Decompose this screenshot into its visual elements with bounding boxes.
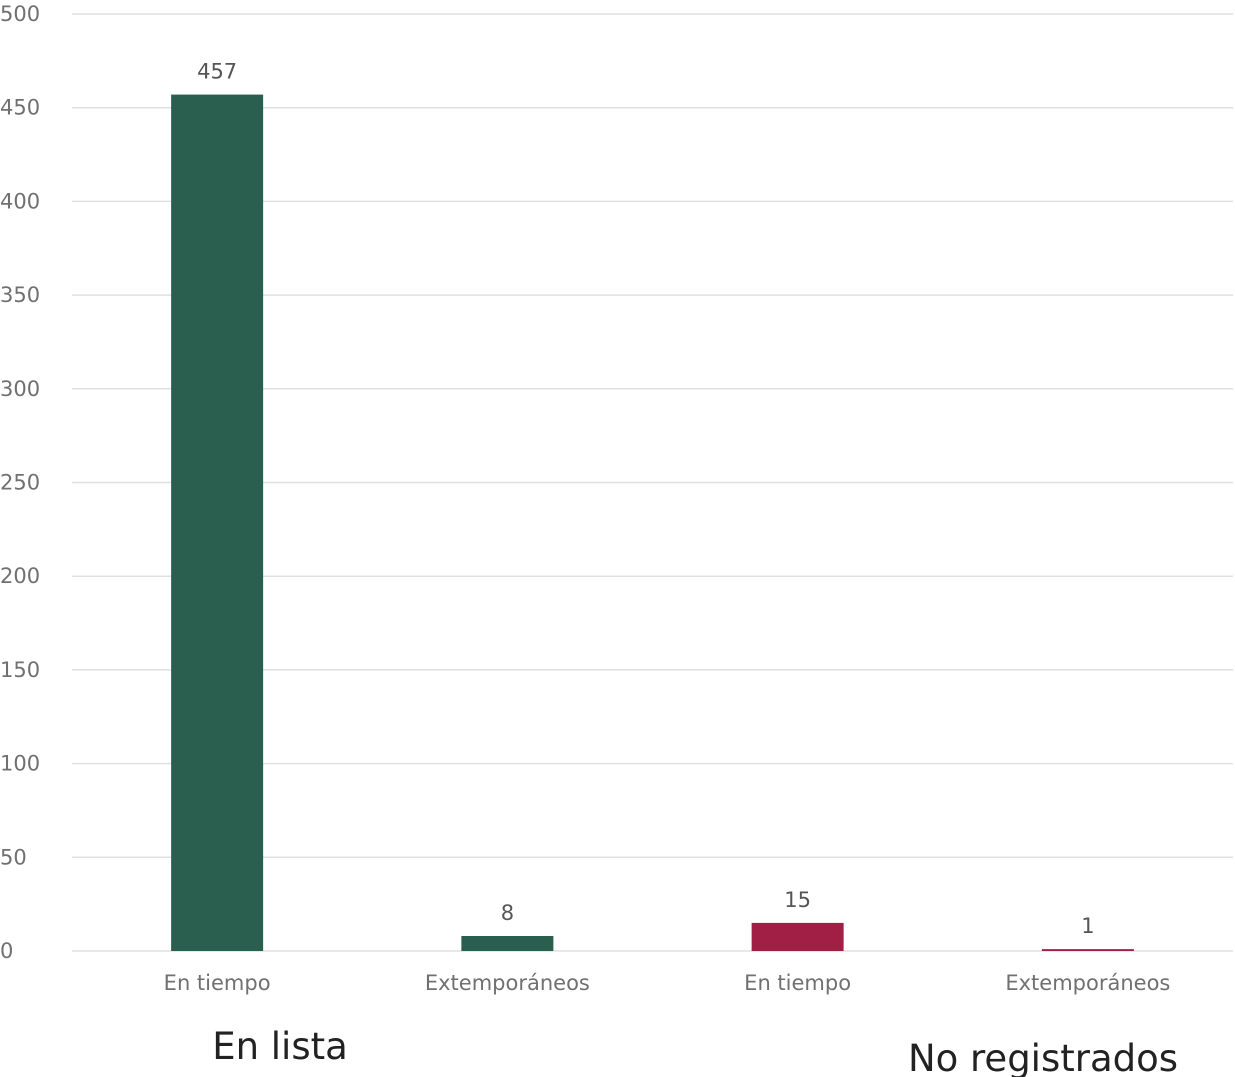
y-tick-label: 0	[0, 939, 13, 963]
category-label: Extemporáneos	[425, 971, 590, 995]
y-tick-label: 250	[0, 471, 40, 495]
y-tick-label: 50	[0, 845, 27, 869]
gridlines	[72, 13, 1233, 952]
bars	[171, 94, 1134, 951]
y-tick-label: 350	[0, 283, 40, 307]
data-label: 457	[197, 60, 237, 84]
category-label: En tiempo	[164, 971, 271, 995]
group-label: En lista	[212, 1025, 348, 1068]
bar	[751, 922, 844, 951]
data-label: 15	[784, 888, 811, 912]
data-labels: 457 8 15 1	[197, 60, 1094, 939]
x-axis-categories: En tiempo Extemporáneos En tiempo Extemporá…	[164, 971, 1171, 995]
y-tick-label: 450	[0, 96, 40, 120]
bar	[1041, 949, 1134, 951]
data-label: 1	[1081, 914, 1094, 938]
group-label: No registrados	[908, 1037, 1178, 1077]
y-tick-label: 500	[0, 2, 40, 26]
data-label: 8	[501, 901, 514, 925]
y-axis-ticks: 0 50 100 150 200 250 300 350 400 450 500	[0, 2, 40, 963]
category-label: Extemporáneos	[1005, 971, 1170, 995]
x-axis-groups: En lista No registrados	[212, 1025, 1178, 1077]
y-tick-label: 300	[0, 377, 40, 401]
y-tick-label: 150	[0, 658, 40, 682]
y-tick-label: 100	[0, 752, 40, 776]
bar	[461, 936, 554, 951]
y-tick-label: 200	[0, 564, 40, 588]
y-tick-label: 400	[0, 189, 40, 213]
category-label: En tiempo	[744, 971, 851, 995]
bar	[171, 94, 264, 951]
